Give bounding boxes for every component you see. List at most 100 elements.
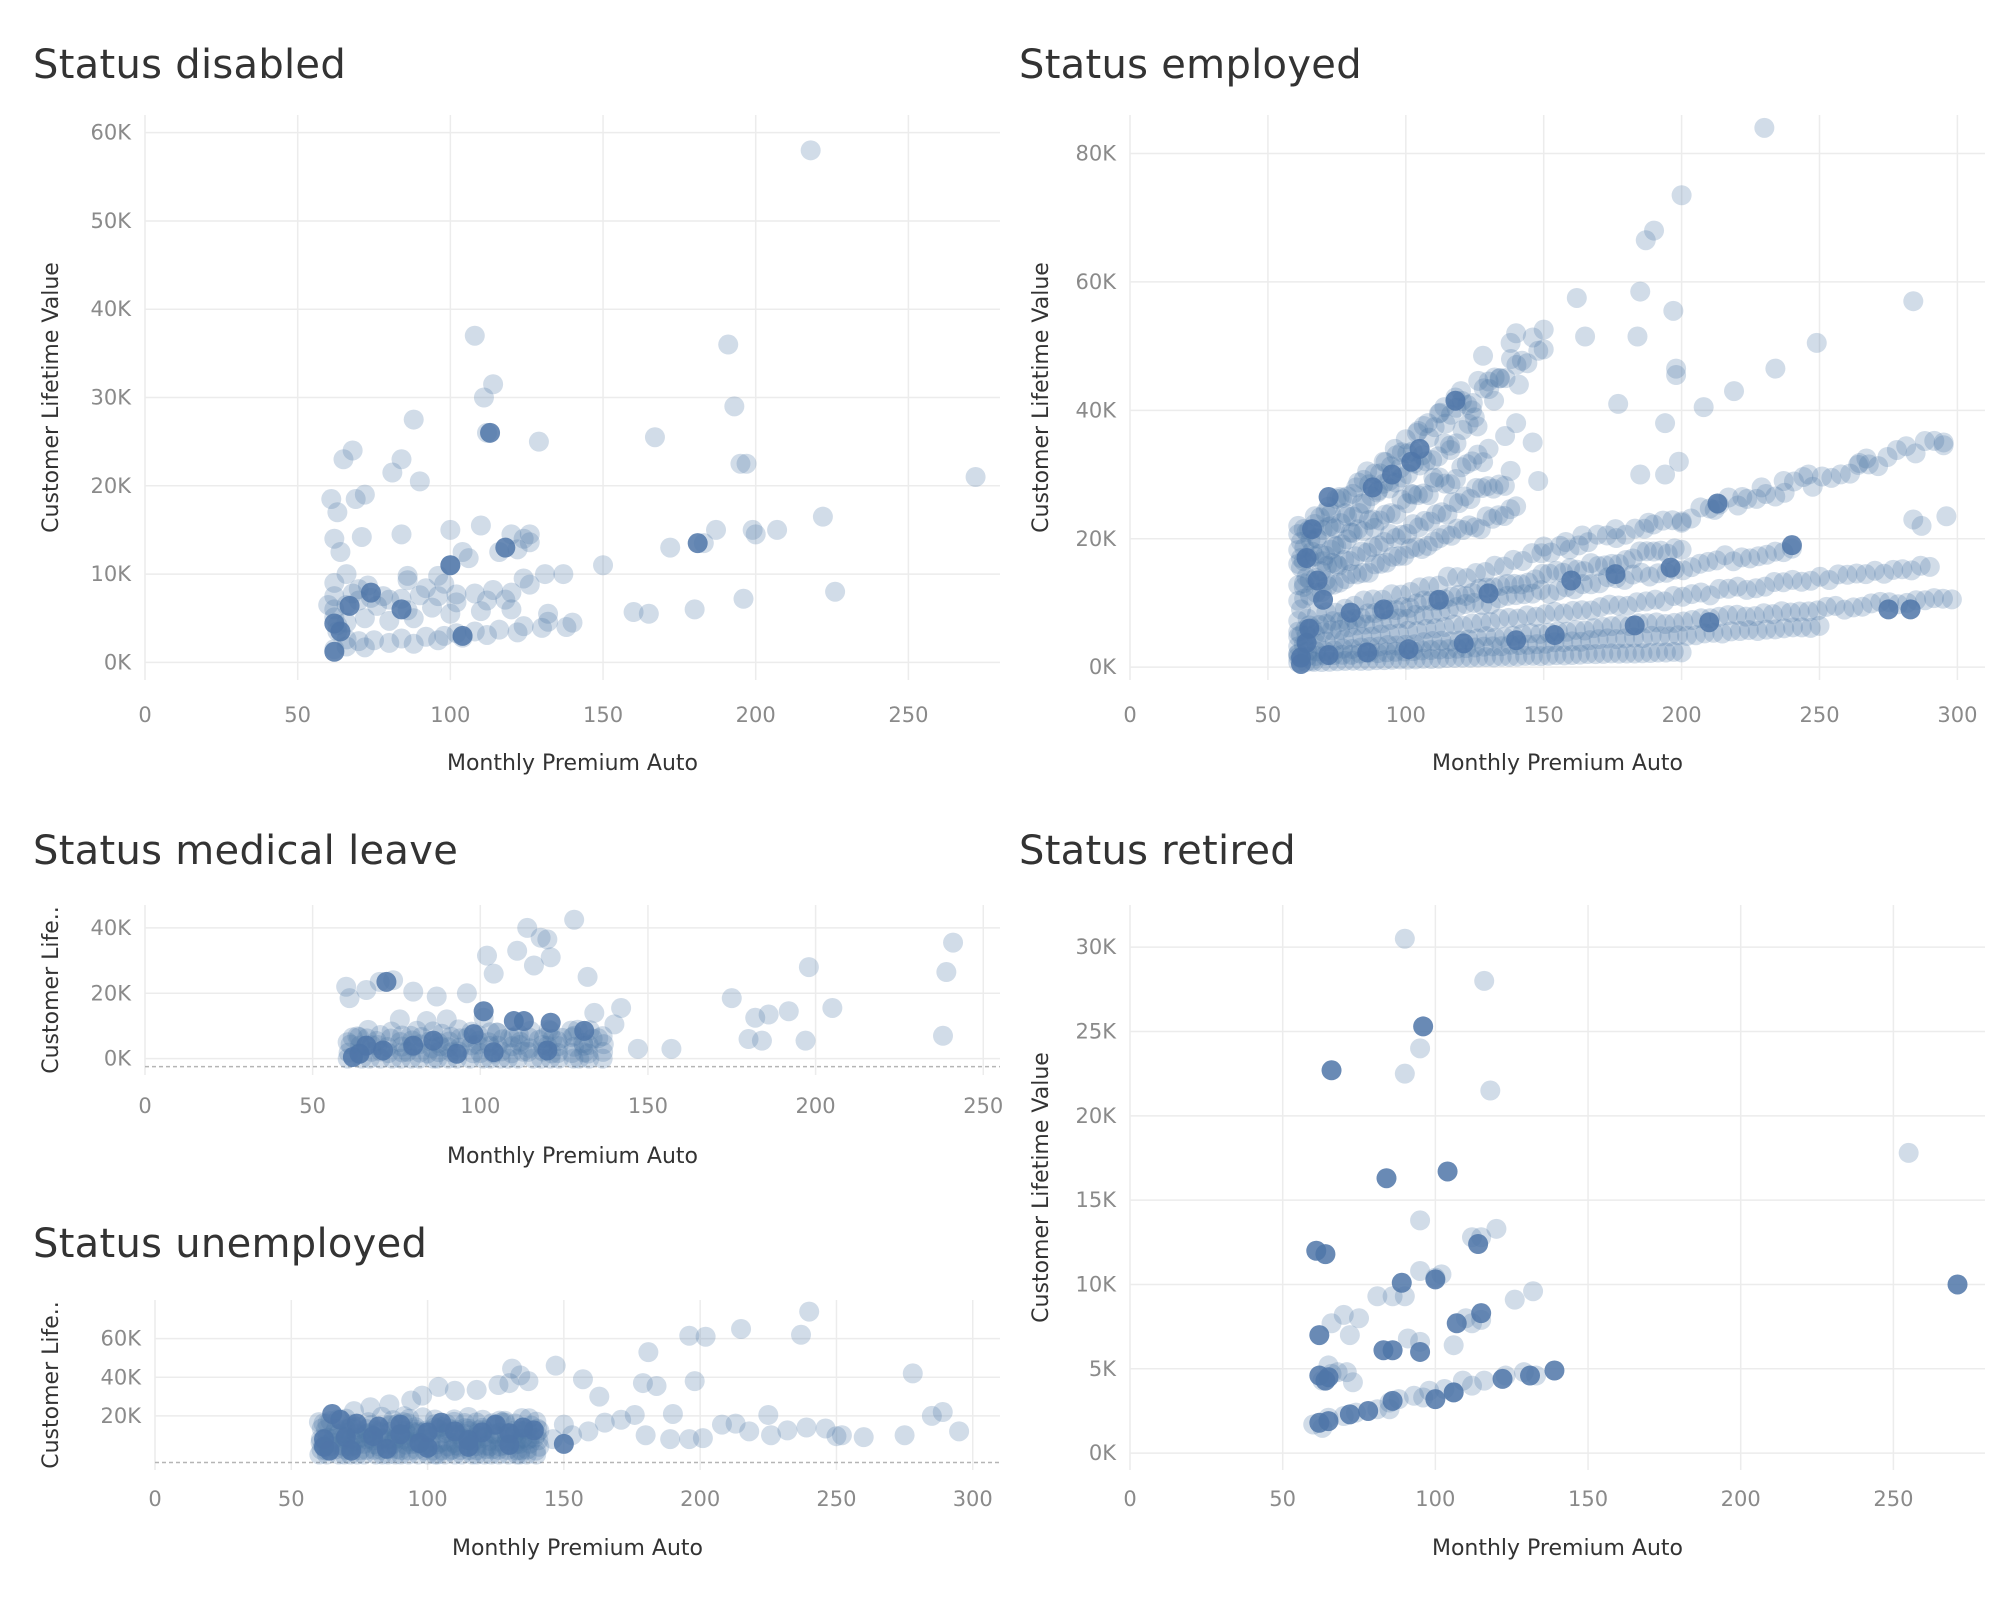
data-point: [1506, 413, 1527, 434]
y-tick-label: 50K: [91, 209, 133, 233]
y-tick-label: 40K: [101, 1365, 143, 1389]
data-point: [1398, 620, 1419, 641]
data-point: [379, 632, 400, 653]
data-point: [1357, 642, 1378, 663]
data-point: [509, 1034, 530, 1055]
data-point: [1525, 569, 1546, 590]
data-point: [578, 1421, 599, 1442]
panel-title-disabled: Status disabled: [33, 42, 347, 88]
x-tick-label: 150: [583, 703, 623, 727]
data-point: [1494, 556, 1515, 577]
data-point: [1517, 605, 1538, 626]
data-point: [434, 625, 455, 646]
data-point: [1357, 542, 1378, 563]
data-point: [1391, 1272, 1412, 1293]
data-point: [1526, 606, 1547, 627]
x-tick-label: 50: [284, 703, 311, 727]
data-point: [1462, 1375, 1482, 1396]
data-point: [401, 1390, 422, 1411]
data-point: [360, 582, 381, 603]
data-point: [439, 1440, 460, 1461]
data-point: [1321, 515, 1342, 536]
x-tick-label: 300: [1937, 703, 1977, 727]
data-point: [1460, 488, 1481, 509]
data-point: [489, 619, 510, 640]
data-point: [1333, 1304, 1354, 1325]
data-point: [330, 541, 351, 562]
data-point: [1532, 563, 1553, 584]
data-point: [1373, 599, 1394, 620]
x-tick-label: 150: [1568, 1487, 1608, 1511]
data-point: [1648, 642, 1669, 663]
data-point: [761, 1425, 782, 1446]
data-point: [1494, 505, 1515, 526]
data-point: [1812, 466, 1833, 487]
y-tick-label: 20K: [1076, 527, 1118, 551]
data-point: [1653, 510, 1674, 531]
data-point: [1843, 597, 1864, 618]
data-point: [1334, 629, 1355, 650]
data-point: [1858, 454, 1879, 475]
data-point: [1666, 365, 1687, 386]
data-point: [529, 1436, 550, 1457]
data-point: [1780, 602, 1801, 623]
data-point: [1397, 1328, 1418, 1349]
data-point: [1605, 519, 1626, 540]
data-point: [1370, 624, 1391, 645]
data-point: [1830, 464, 1851, 485]
x-tick-label: 100: [1386, 703, 1426, 727]
data-point: [1800, 617, 1821, 638]
data-point: [1664, 538, 1685, 559]
data-point: [1382, 546, 1403, 567]
data-point: [1855, 564, 1876, 585]
data-point: [1660, 557, 1681, 578]
data-point: [1375, 504, 1396, 525]
data-point: [426, 986, 447, 1007]
data-point: [1453, 615, 1474, 636]
data-point: [477, 624, 497, 645]
data-point: [1422, 631, 1443, 652]
data-point: [1330, 619, 1351, 640]
data-point: [1610, 614, 1631, 635]
data-point: [1339, 551, 1360, 572]
data-point: [1462, 613, 1483, 634]
data-point: [1448, 584, 1469, 605]
data-point: [1581, 574, 1602, 595]
data-point: [1386, 504, 1407, 525]
data-point: [812, 506, 833, 527]
data-point: [463, 1024, 484, 1045]
data-point: [1515, 645, 1536, 666]
data-point: [354, 484, 375, 505]
data-point: [1627, 326, 1648, 347]
data-point: [415, 578, 436, 599]
data-point: [1428, 446, 1449, 467]
data-point: [1782, 569, 1803, 590]
data-point: [1624, 643, 1645, 664]
data-point: [1476, 506, 1497, 527]
y-tick-label: 60K: [1076, 270, 1118, 294]
data-point: [1413, 415, 1434, 436]
data-point: [1291, 653, 1311, 674]
y-tick-label: 40K: [91, 297, 133, 321]
data-point: [1437, 566, 1458, 587]
data-point: [1401, 451, 1422, 472]
data-point: [1425, 1269, 1446, 1290]
data-point: [1428, 403, 1449, 424]
data-point: [1425, 504, 1446, 525]
data-point: [1315, 1370, 1336, 1391]
data-point: [1821, 467, 1842, 488]
data-point: [731, 1318, 752, 1339]
data-point: [1915, 590, 1936, 611]
data-point: [523, 1420, 544, 1441]
data-point: [1562, 600, 1583, 621]
data-point: [1459, 515, 1480, 536]
data-point: [1345, 546, 1366, 567]
data-point: [1478, 438, 1499, 459]
data-point: [933, 1025, 953, 1046]
data-point: [528, 431, 549, 452]
data-point: [572, 1369, 593, 1390]
data-point: [1413, 483, 1434, 504]
data-point: [1903, 291, 1924, 312]
data-point: [1924, 430, 1945, 451]
